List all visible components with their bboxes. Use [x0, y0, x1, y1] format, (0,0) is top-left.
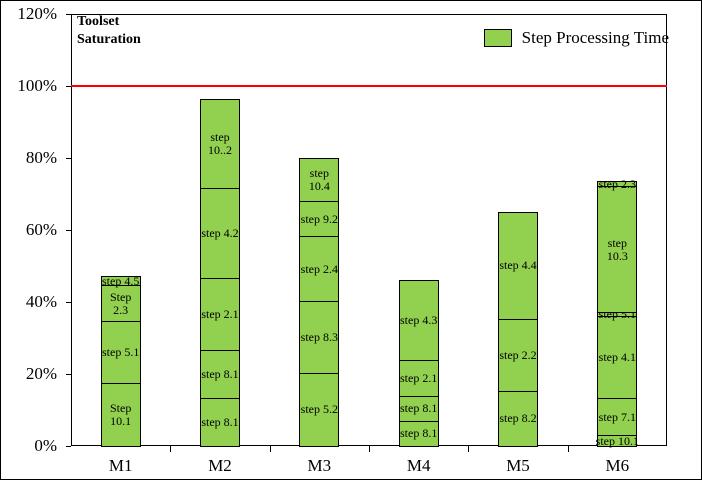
bar-segment: step 8.1 [200, 398, 240, 447]
bar-segment: step 8.1 [398, 395, 439, 422]
bar-segment: step 2.1 [398, 359, 439, 397]
y-tick-label: 0% [34, 436, 57, 455]
segment-label: step 8.2 [499, 411, 537, 426]
legend-swatch [483, 29, 512, 47]
y-tick [66, 86, 71, 87]
y-tick [66, 374, 71, 375]
y-tick [66, 302, 71, 303]
segment-label: step 9.2 [300, 211, 338, 226]
segment-label: step 5.2 [300, 402, 338, 417]
segment-label: step 8.1 [399, 426, 438, 441]
bar-segment: step 10.4 [299, 158, 340, 203]
segment-label: step 2.1 [399, 370, 438, 385]
segment-label: Step 10.1 [109, 401, 132, 428]
segment-label: step 4.4 [499, 258, 537, 273]
chart-title: Toolset Saturation [77, 14, 141, 47]
x-tick-label: M6 [605, 456, 630, 475]
x-tick-label: M5 [506, 456, 530, 475]
bar-segment: step 4.3 [398, 280, 439, 361]
y-tick-label: 20% [25, 364, 57, 383]
bar-segment: step 2.4 [299, 236, 340, 302]
bar-segment: step 10.3 [597, 186, 638, 314]
bar-segment: step 7.1 [597, 398, 638, 437]
segment-label: step 2.4 [300, 261, 338, 276]
threshold-line [71, 85, 667, 87]
segment-label: step 8.1 [399, 401, 438, 416]
x-tick [468, 446, 470, 452]
y-tick [66, 230, 71, 231]
bar-segment: step 4.4 [498, 212, 538, 320]
y-tick [66, 14, 71, 15]
segment-label: step 5.1 [101, 345, 140, 360]
segment-label: step 2.1 [201, 307, 239, 322]
segment-label: step 10.1 [595, 433, 639, 448]
bar-segment: Step 2.3 [100, 285, 141, 323]
x-tick-label: M1 [108, 456, 133, 475]
x-tick-label: M2 [208, 456, 232, 475]
segment-label: step 7.1 [598, 409, 636, 424]
x-tick [369, 446, 370, 452]
x-tick [269, 446, 271, 452]
plot-area [71, 14, 667, 446]
segment-label: step 2.2 [499, 347, 537, 362]
bar-segment: step 2.2 [498, 318, 538, 392]
y-tick-label: 120% [17, 4, 57, 23]
segment-label: Step 2.3 [109, 289, 132, 317]
bar-segment: step 5.1 [100, 321, 141, 384]
y-tick-label: 40% [25, 292, 57, 311]
segment-label: step 8.3 [300, 329, 338, 344]
bar-segment: step 8.1 [200, 350, 240, 400]
segment-label: step 4.2 [201, 226, 239, 241]
segment-label: step 4.5 [101, 273, 140, 288]
y-tick [66, 446, 71, 447]
segment-label: step 10.3 [606, 235, 628, 263]
x-tick-label: M3 [307, 456, 332, 475]
bar-segment: Step 10.1 [100, 383, 141, 447]
y-tick-label: 60% [25, 220, 57, 239]
bar-segment: step 5.2 [299, 372, 340, 447]
legend: Step Processing Time [483, 28, 669, 48]
segment-label: step 4.1 [598, 350, 636, 365]
segment-label: step 8.1 [201, 415, 239, 430]
bar-segment: step 8.1 [398, 420, 439, 447]
segment-label: step 10.4 [308, 166, 330, 194]
bar-segment: step 9.2 [299, 201, 340, 238]
y-tick-label: 80% [25, 148, 57, 167]
bar-segment: step 10..2 [200, 99, 240, 190]
segment-label: step 8.1 [201, 367, 239, 382]
bar-segment: step 8.3 [299, 300, 340, 374]
bar-segment: step 4.2 [200, 188, 240, 280]
segment-label: step 10..2 [208, 130, 232, 158]
segment-label: step 2.3 [598, 176, 636, 191]
bar-segment: step 8.2 [498, 390, 538, 447]
bar-segment: step 10.1 [595, 433, 639, 448]
y-tick-label: 100% [17, 76, 57, 95]
y-tick [66, 158, 71, 159]
bar-segment: step 4.1 [597, 316, 638, 400]
bar-segment: step 2.3 [597, 177, 638, 190]
x-tick-label: M4 [406, 456, 431, 475]
legend-label: Step Processing Time [521, 28, 669, 47]
x-tick [170, 446, 172, 452]
x-tick [567, 446, 569, 452]
bar-segment: step 4.5 [100, 273, 141, 288]
bar-segment: step 2.1 [200, 278, 240, 352]
segment-label: step 4.3 [399, 312, 438, 327]
